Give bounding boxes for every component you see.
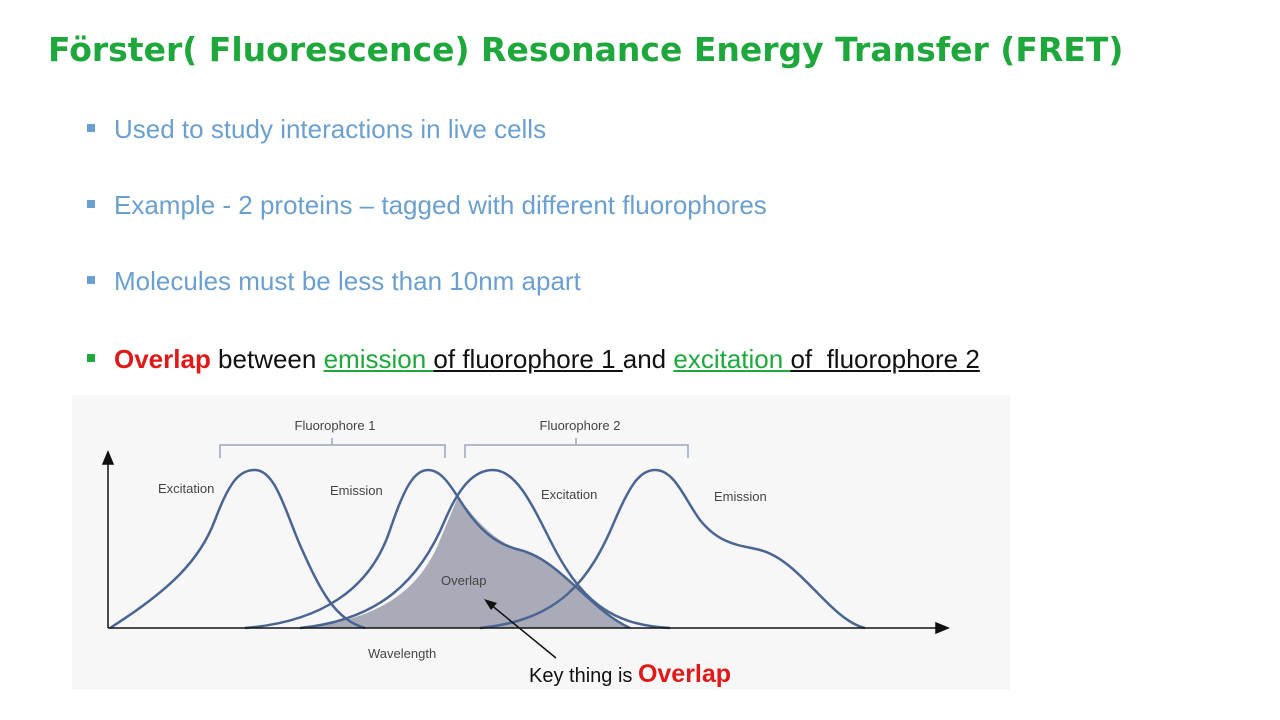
curve: [299, 468, 671, 630]
text-run: excitation: [673, 344, 791, 374]
annotation-emphasis: Overlap: [638, 660, 731, 688]
text-run: of fluorophore 2: [790, 344, 980, 374]
group-label: Fluorophore 1: [295, 418, 376, 433]
curve: [109, 468, 366, 630]
overlap-area: [300, 497, 630, 628]
curve-label: Excitation: [541, 487, 597, 502]
bullet: Example - 2 proteins – tagged with diffe…: [87, 190, 767, 221]
bullet-text: Example - 2 proteins – tagged with diffe…: [114, 190, 767, 220]
text-run: emission: [323, 344, 434, 374]
x-axis-label: Wavelength: [368, 646, 436, 661]
group-label: Fluorophore 2: [540, 418, 621, 433]
bullet-text: Used to study interactions in live cells: [114, 114, 547, 144]
text-run: between: [210, 344, 324, 374]
annotation-arrowhead: [484, 599, 497, 610]
brace: [219, 438, 446, 458]
curve: [479, 468, 866, 630]
annotation: Key thing is Overlap: [529, 660, 731, 688]
bullet: Used to study interactions in live cells: [87, 114, 546, 145]
curve-label: Emission: [714, 489, 767, 504]
text-run: Overlap: [114, 344, 211, 374]
bullet-text: Molecules must be less than 10nm apart: [114, 266, 581, 296]
slide-title: Förster( Fluorescence) Resonance Energy …: [48, 30, 1124, 69]
curve-label: Excitation: [158, 481, 214, 496]
annotation-arrow: [489, 603, 557, 659]
axis-arrow: [935, 621, 950, 635]
annotation-text: Key thing is: [529, 665, 638, 687]
overlap-label: Overlap: [441, 573, 487, 588]
curve-label: Emission: [330, 483, 383, 498]
text-run: of fluorophore 1: [433, 344, 623, 374]
curve: [244, 468, 631, 630]
brace: [464, 438, 689, 458]
text-run: and: [622, 344, 674, 374]
axis-arrow: [101, 450, 115, 465]
bullet: Overlap between emission of fluorophore …: [87, 344, 980, 375]
bullet: Molecules must be less than 10nm apart: [87, 266, 581, 297]
diagram-background: [72, 395, 1010, 690]
